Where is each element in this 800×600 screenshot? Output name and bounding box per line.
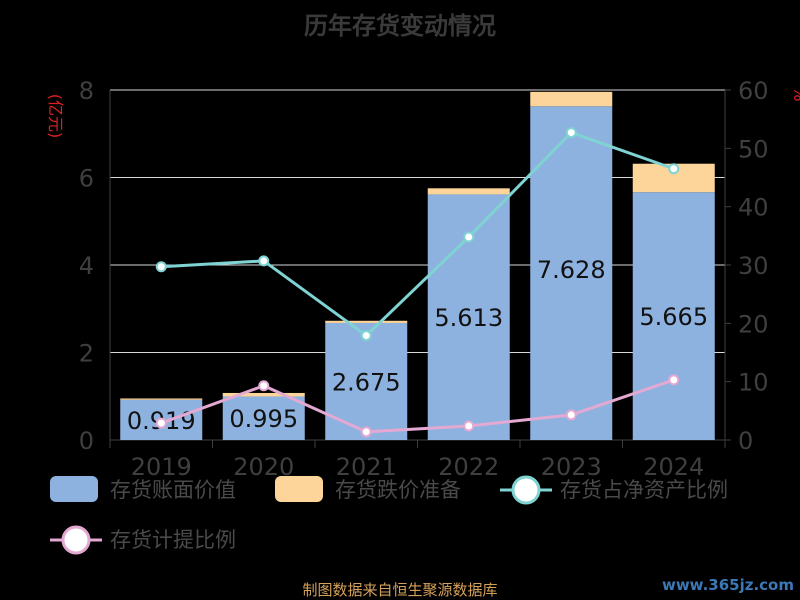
- line-net-asset-ratio: [161, 131, 675, 338]
- point-provision-ratio: [155, 417, 167, 429]
- point-net-asset-ratio: [463, 231, 475, 243]
- x-tick-label: 2023: [541, 453, 602, 481]
- y-left-tick-label: 4: [79, 252, 94, 280]
- bar-value-label: 7.628: [537, 256, 606, 284]
- point-provision-ratio: [463, 420, 475, 432]
- legend-label-net-asset-ratio: 存货占净资产比例: [560, 478, 728, 502]
- point-provision-ratio: [668, 374, 680, 386]
- line-provision-ratio: [160, 378, 675, 434]
- point-net-asset-ratio: [155, 261, 167, 273]
- bar-impairment-reserve: [222, 392, 305, 397]
- bar-impairment-reserve: [427, 188, 510, 195]
- bar-inventory-book-value: [632, 192, 715, 440]
- bar-impairment-reserve: [120, 398, 203, 400]
- bar-value-label: 0.995: [229, 405, 298, 433]
- legend-line-marker-provision-ratio: [50, 525, 102, 555]
- y-right-tick-label: 0: [738, 427, 753, 455]
- point-net-asset-ratio: [565, 127, 577, 139]
- legend-line-marker-net-asset-ratio: [500, 475, 552, 505]
- chart-title: 历年存货变动情况: [304, 12, 496, 40]
- bar-value-label: 5.665: [639, 303, 708, 331]
- data-source-footer: 制图数据来自恒生聚源数据库: [302, 581, 498, 599]
- x-tick-label: 2021: [336, 453, 397, 481]
- legend-swatch-impairment-reserve: [275, 476, 323, 502]
- bar-value-label: 2.675: [332, 368, 401, 396]
- x-tick-label: 2022: [438, 453, 499, 481]
- y-left-tick-label: 6: [79, 165, 94, 193]
- bar-impairment-reserve: [325, 320, 408, 323]
- y-right-tick-label: 40: [738, 194, 769, 222]
- point-provision-ratio: [360, 426, 372, 438]
- y-right-tick-label: 10: [738, 369, 769, 397]
- y-left-axis-label: (亿元): [46, 94, 65, 139]
- y-right-tick-label: 60: [738, 77, 769, 105]
- y-left-tick-label: 2: [79, 340, 94, 368]
- point-net-asset-ratio: [360, 330, 372, 342]
- x-tick-label: 2019: [131, 453, 192, 481]
- y-left-tick-label: 0: [79, 427, 94, 455]
- point-provision-ratio: [258, 380, 270, 392]
- y-right-tick-label: 30: [738, 252, 769, 280]
- y-right-tick-label: 20: [738, 310, 769, 338]
- x-tick-label: 2024: [643, 453, 704, 481]
- y-left-tick-label: 8: [79, 77, 94, 105]
- legend-swatch-book-value: [50, 476, 98, 502]
- legend-label-provision-ratio: 存货计提比例: [110, 528, 236, 552]
- point-provision-ratio: [565, 409, 577, 421]
- legend-label-impairment-reserve: 存货跌价准备: [335, 478, 461, 502]
- legend-label-book-value: 存货账面价值: [110, 478, 236, 502]
- point-net-asset-ratio: [668, 163, 680, 175]
- bar-inventory-book-value: [222, 396, 305, 440]
- bar-impairment-reserve: [530, 91, 613, 107]
- bar-value-label: 5.613: [434, 304, 503, 332]
- watermark: www.365jz.com: [661, 576, 794, 594]
- y-right-axis-label: %: [790, 86, 800, 101]
- point-net-asset-ratio: [258, 255, 270, 267]
- y-right-tick-label: 50: [738, 135, 769, 163]
